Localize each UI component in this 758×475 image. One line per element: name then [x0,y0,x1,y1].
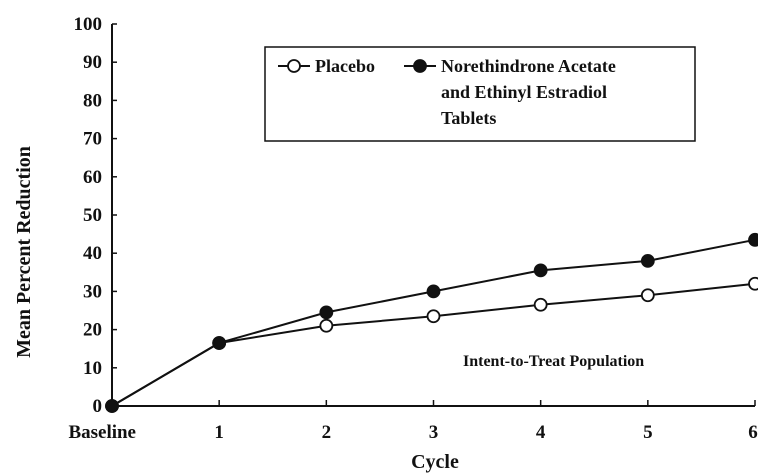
y-tick-label: 100 [74,14,103,35]
data-point [748,276,758,291]
y-tick-label: 30 [83,281,102,302]
x-tick-label: 5 [643,422,653,443]
population-annotation: Intent-to-Treat Population [463,353,644,370]
x-tick-label: Baseline [68,422,136,443]
legend-label: and Ethinyl Estradiol [441,82,607,102]
x-tick-label: 6 [748,422,758,443]
data-point [212,336,227,350]
series-layer [105,232,758,413]
data-point [105,399,119,413]
data-point [533,263,548,278]
y-tick-label: 0 [93,396,103,417]
y-tick-label: 70 [83,129,102,150]
x-tick-label: 2 [322,422,332,443]
data-point [640,288,655,303]
data-point [640,253,655,268]
x-axis-ticks: Baseline 1 2 3 4 5 6 [68,400,758,443]
data-point [533,297,548,312]
y-tick-label: 90 [83,52,102,73]
legend-label: Norethindrone Acetate [441,56,616,76]
x-tick-label: 3 [429,422,439,443]
series-line [111,282,756,407]
legend-label: Placebo [315,56,375,76]
data-point [748,232,758,247]
data-point [319,305,334,320]
x-axis-title: Cycle [411,451,459,473]
legend: Placebo Norethindrone Acetate and Ethinyl … [264,46,696,142]
y-tick-label: 60 [83,167,102,188]
data-point [426,309,441,324]
y-tick-label: 50 [83,205,102,226]
legend-box [264,46,696,142]
data-point [426,284,441,299]
y-tick-label: 20 [83,320,102,341]
x-tick-label: 4 [536,422,546,443]
y-axis-ticks: 0 10 20 30 40 50 60 70 80 90 100 [74,14,117,417]
series-1 [105,232,758,413]
x-tick-label: 1 [214,422,224,443]
y-tick-label: 80 [83,90,102,111]
y-tick-label: 40 [83,243,102,264]
legend-label: Tablets [441,108,496,128]
legend-marker [413,59,427,73]
legend-marker [287,59,301,73]
data-point [319,318,334,333]
y-tick-label: 10 [83,358,102,379]
y-axis-title: Mean Percent Reduction [13,146,35,358]
